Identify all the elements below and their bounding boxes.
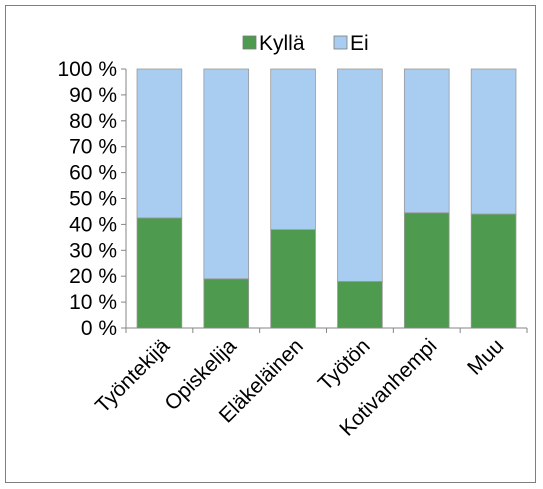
legend: Kyllä Ei — [242, 32, 369, 55]
y-tick-label: 30 % — [69, 239, 117, 262]
y-tick-label: 90 % — [69, 84, 117, 107]
bar-kylla — [203, 278, 250, 329]
bar-ei — [337, 68, 383, 282]
legend-swatch-kylla — [242, 35, 257, 50]
x-tick-label: Työntekijä — [91, 334, 174, 417]
bar-ei — [203, 68, 250, 280]
y-tick-label: 60 % — [69, 162, 117, 185]
y-tick-label: 0 % — [81, 317, 117, 340]
bar-kylla — [470, 213, 517, 329]
bar-kylla — [270, 229, 316, 329]
x-tick-label: Muu — [463, 334, 508, 379]
legend-swatch-ei — [333, 35, 348, 50]
bar-kylla — [403, 212, 450, 329]
bar-ei — [270, 68, 316, 230]
x-tick-label: Työtön — [314, 334, 375, 395]
y-tick-label: 20 % — [69, 265, 117, 288]
y-axis: 0 % 10 % 20 % 30 % 40 %50 % 60 % 70 % 80 % 90 % 1… — [57, 58, 127, 340]
bar-ei — [403, 68, 450, 214]
bar-ei — [470, 68, 517, 215]
bar-ei — [136, 68, 183, 219]
bar-kylla — [337, 280, 383, 329]
legend-label-kylla: Kyllä — [259, 32, 305, 55]
y-tick-label: 40 % — [69, 213, 117, 236]
bars — [136, 68, 517, 329]
bar-kylla — [136, 217, 183, 329]
legend-label-ei: Ei — [350, 32, 369, 55]
y-tick-label: 10 % — [69, 291, 117, 314]
y-tick-label: 100 % — [57, 58, 117, 81]
y-tick-label: 80 % — [69, 110, 117, 133]
y-tick-label: 50 % — [69, 188, 117, 211]
y-tick-label: 70 % — [69, 136, 117, 159]
